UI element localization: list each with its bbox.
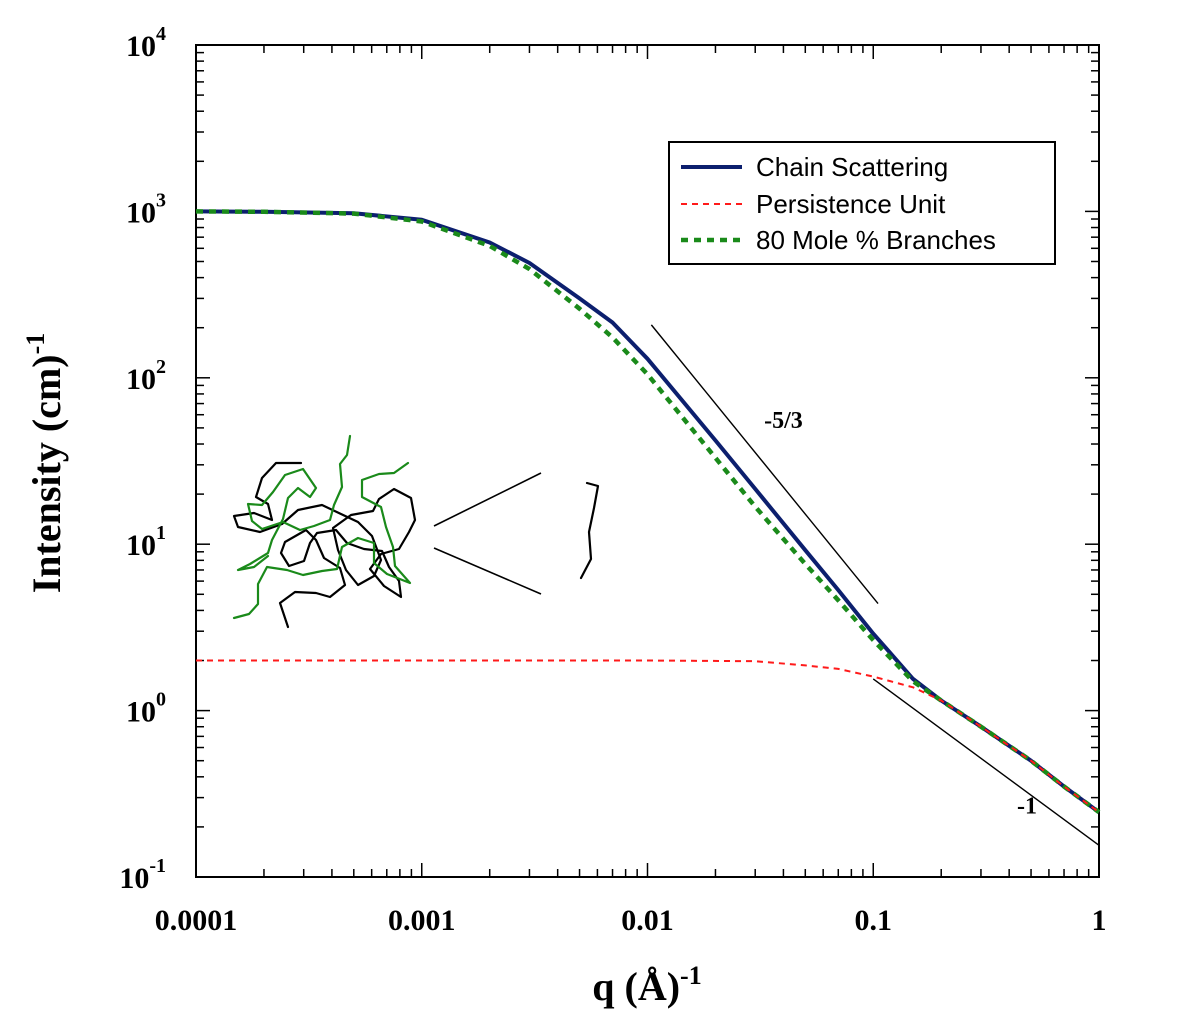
legend-box <box>668 141 1056 265</box>
legend-label-chain: Chain Scattering <box>756 152 948 182</box>
svg-text:Intensity (cm)-1: Intensity (cm)-1 <box>21 333 69 594</box>
slope-guides: -5/3 -1 <box>650 324 1100 846</box>
series-line <box>196 659 1100 814</box>
x-tick-label: 0.001 <box>388 904 456 937</box>
polymer-coil-illustration <box>232 434 600 629</box>
slope-line <box>650 324 879 604</box>
series-lines <box>195 209 1101 815</box>
y-axis-title: Intensity (cm)-1 <box>21 333 69 594</box>
x-tick-label: 1 <box>1092 904 1107 937</box>
legend-label-branches: 80 Mole % Branches <box>756 225 996 255</box>
x-tick-label: 0.0001 <box>155 904 238 937</box>
slope-line <box>872 678 1100 846</box>
y-tick-label: 102 <box>126 356 166 396</box>
magnifier-lines <box>433 472 542 595</box>
y-tick-label: 103 <box>126 189 166 229</box>
slope-label: -1 <box>1017 794 1037 820</box>
legend-label-persistence: Persistence Unit <box>756 189 946 219</box>
y-tick-label: 100 <box>126 689 166 729</box>
y-tick-label: 104 <box>126 23 166 63</box>
slope-label: -5/3 <box>764 408 803 434</box>
y-tick-labels: 104 103 102 101 100 10-1 <box>119 23 166 895</box>
y-tick-label: 101 <box>126 522 166 562</box>
tick-marks <box>195 44 1100 878</box>
x-axis-title: q (Å)-1 <box>592 961 701 1009</box>
series-line <box>195 209 1101 815</box>
x-tick-label: 0.01 <box>621 904 674 937</box>
x-tick-label: 0.1 <box>855 904 893 937</box>
legend: Chain Scattering Persistence Unit 80 Mol… <box>668 141 1056 265</box>
y-tick-label: 10-1 <box>119 855 166 895</box>
x-tick-labels: 0.0001 0.001 0.01 0.1 1 <box>155 904 1107 937</box>
